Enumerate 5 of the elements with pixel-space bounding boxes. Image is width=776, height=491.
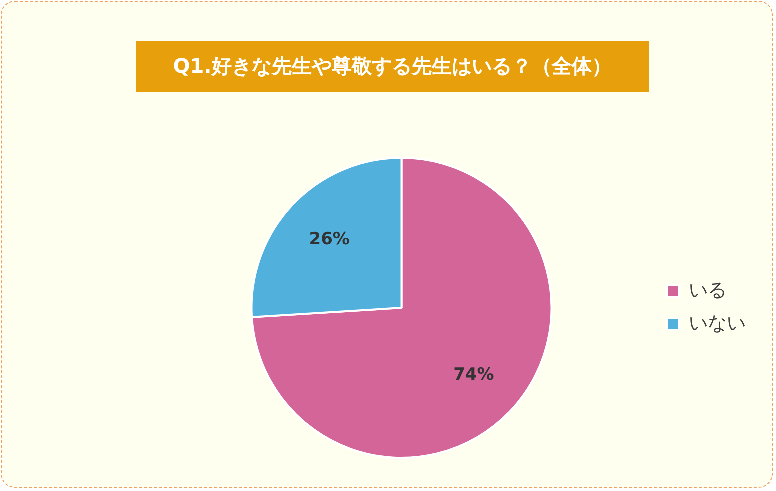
legend-label: いる [689, 279, 727, 302]
data-label: 26% [309, 230, 350, 250]
chart-title: Q1.好きな先生や尊敬する先生はいる？（全体） [136, 41, 649, 92]
legend-label: いない [689, 312, 746, 334]
data-label: 74% [454, 365, 494, 386]
